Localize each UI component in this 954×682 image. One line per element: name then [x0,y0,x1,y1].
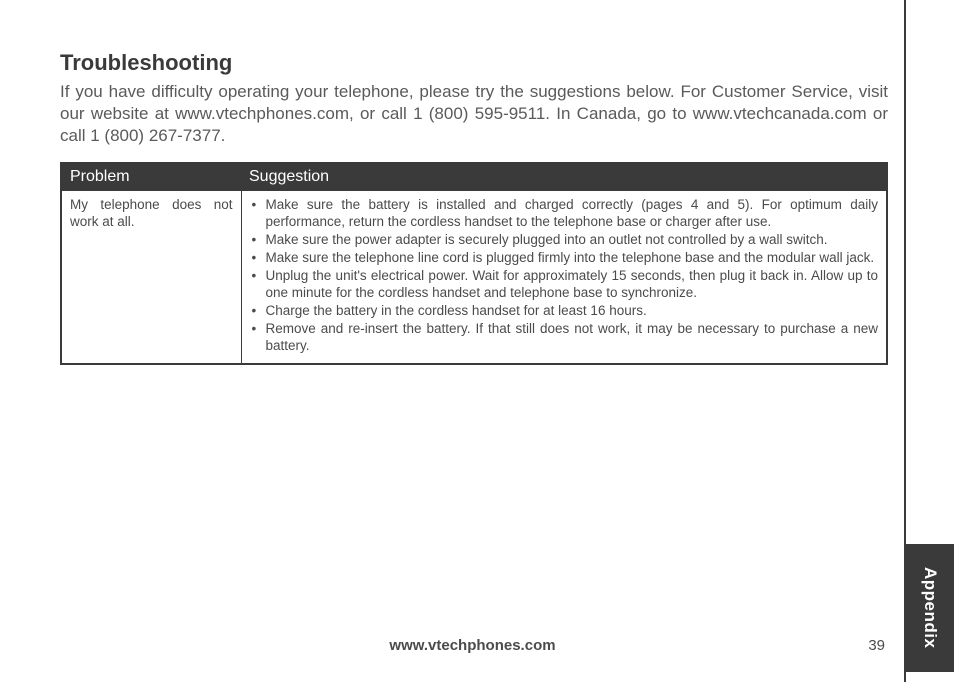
suggestion-item: Remove and re-insert the battery. If tha… [250,320,879,354]
appendix-tab: Appendix [906,544,954,672]
table-header-suggestion: Suggestion [241,163,887,191]
troubleshooting-table: Problem Suggestion My telephone does not… [60,162,888,365]
suggestion-item: Make sure the telephone line cord is plu… [250,249,879,266]
suggestion-item: Make sure the power adapter is securely … [250,231,879,248]
page-number: 39 [868,637,885,654]
suggestion-item: Unplug the unit's electrical power. Wait… [250,267,879,301]
page-content: Troubleshooting If you have difficulty o… [0,0,906,682]
suggestion-item: Make sure the battery is installed and c… [250,196,879,230]
suggestion-item: Charge the battery in the cordless hands… [250,302,879,319]
table-header-problem: Problem [61,163,241,191]
appendix-tab-label: Appendix [920,567,940,648]
problem-cell: My telephone does not work at all. [61,191,241,365]
suggestion-cell: Make sure the battery is installed and c… [241,191,887,365]
table-row: My telephone does not work at all. Make … [61,191,887,365]
intro-paragraph: If you have difficulty operating your te… [60,81,888,146]
page-title: Troubleshooting [60,50,888,76]
suggestion-list: Make sure the battery is installed and c… [250,196,879,354]
footer: www.vtechphones.com 39 [60,637,885,654]
footer-url: www.vtechphones.com [60,637,885,654]
